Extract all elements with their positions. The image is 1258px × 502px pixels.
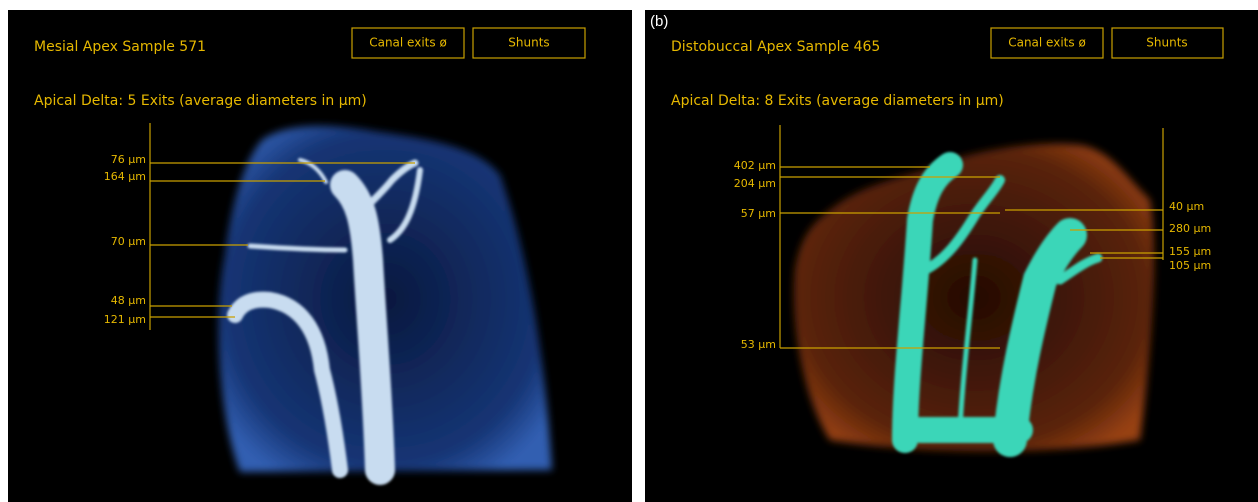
button-label[interactable]: Shunts (1146, 36, 1187, 50)
button-label[interactable]: Shunts (508, 36, 549, 50)
button-label[interactable]: Canal exits ø (369, 36, 447, 50)
button[interactable] (472, 27, 586, 59)
exit-label: 204 µm (734, 177, 776, 190)
exit-label: 40 µm (1169, 200, 1204, 213)
button[interactable] (990, 27, 1104, 59)
canals (227, 158, 423, 485)
exit-label: 70 µm (111, 235, 146, 248)
canals (892, 152, 1103, 457)
panel-label: (b) (650, 13, 668, 30)
panel-label: (a) (12, 13, 30, 30)
exit-label: 402 µm (734, 159, 776, 172)
exit-label: 76 µm (111, 153, 146, 166)
button-label[interactable]: Canal exits ø (1008, 36, 1086, 50)
panel-title: Mesial Apex Sample 571 (34, 39, 206, 55)
button[interactable] (1111, 27, 1224, 59)
exit-label: 155 µm (1169, 245, 1211, 258)
panel-a: (a) Mesial Apex Sample 571 Canal exits ø… (8, 10, 632, 502)
panel-subtitle: Apical Delta: 8 Exits (average diameters… (671, 93, 1004, 109)
panel-title: Distobuccal Apex Sample 465 (671, 39, 880, 55)
button[interactable] (351, 27, 465, 59)
panel-subtitle: Apical Delta: 5 Exits (average diameters… (34, 93, 367, 109)
panel-b: (b) Distobuccal Apex Sample 465 Canal ex… (645, 10, 1258, 502)
exit-label: 53 µm (741, 338, 776, 351)
exit-label: 164 µm (104, 170, 146, 183)
exit-label: 121 µm (104, 313, 146, 326)
exit-label: 280 µm (1169, 222, 1211, 235)
exit-label: 48 µm (111, 294, 146, 307)
exit-label: 105 µm (1169, 259, 1211, 272)
exit-label: 57 µm (741, 207, 776, 220)
